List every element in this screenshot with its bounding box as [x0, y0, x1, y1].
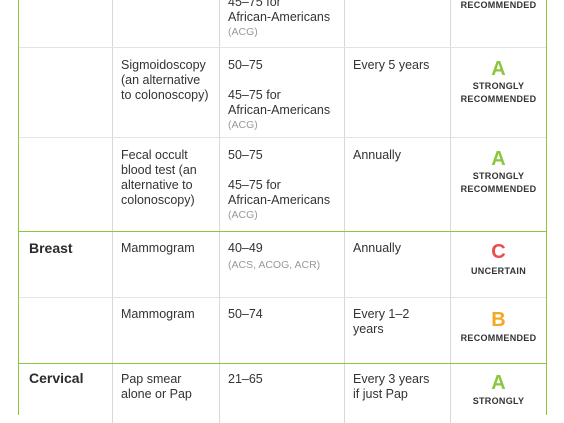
grade-letter: B — [491, 309, 506, 331]
ages-cell: 50–75 45–75 for African-Americans (ACG) — [220, 138, 345, 231]
grade-letter: A — [491, 148, 506, 170]
rating-label: RECOMMENDED — [460, 0, 537, 10]
source-text: (ACG) — [228, 26, 258, 38]
frequency-cell: Annually — [345, 138, 451, 231]
frequency-cell: Annually — [345, 232, 451, 297]
table-row: Cervical Pap smear alone or Pap 21–65 Ev… — [19, 363, 546, 423]
test-name: Mammogram — [113, 232, 220, 297]
rating-cell: C UNCERTAIN — [451, 232, 546, 297]
grade-letter: C — [491, 241, 506, 263]
table-row: Sigmoidoscopy (an alternative to colonos… — [19, 47, 546, 137]
frequency-cell: Every 3 years if just Pap — [345, 364, 451, 423]
ages-cell: 40–49 (ACS, ACOG, ACR) — [220, 232, 345, 297]
test-name: Mammogram — [113, 298, 220, 363]
ages-cell: 21–65 — [220, 364, 345, 423]
table-row: Breast Mammogram 40–49 (ACS, ACOG, ACR) … — [19, 231, 546, 297]
rating-cell: A STRONGLY RECOMMENDED — [451, 48, 546, 137]
rating-cell: A STRONGLY — [451, 364, 546, 423]
frequency-cell: Every 5 years — [345, 48, 451, 137]
test-name: Fecal occult blood test (an alternative … — [113, 138, 220, 231]
frequency-cell: Every 1–2 years — [345, 298, 451, 363]
test-name: Sigmoidoscopy (an alternative to colonos… — [113, 48, 220, 137]
rating-cell: B RECOMMENDED — [451, 298, 546, 363]
test-name: Pap smear alone or Pap — [113, 364, 220, 423]
rating-cell: A STRONGLY RECOMMENDED — [451, 138, 546, 231]
ages-text: 45–75 for — [228, 0, 281, 9]
ages-cell: 50–75 45–75 for African-Americans (ACG) — [220, 48, 345, 137]
screening-table: 45–75 for African-Americans (ACG) RECOMM… — [18, 0, 547, 423]
section-label-cervical: Cervical — [29, 370, 84, 386]
table-row: 45–75 for African-Americans (ACG) RECOMM… — [19, 0, 546, 47]
grade-letter: A — [491, 58, 506, 80]
grade-letter: A — [491, 372, 506, 394]
section-label-breast: Breast — [29, 240, 73, 256]
table-row: Fecal occult blood test (an alternative … — [19, 137, 546, 231]
ages-cell: 50–74 — [220, 298, 345, 363]
ages-text: African-Americans — [228, 10, 331, 24]
table-row: Mammogram 50–74 Every 1–2 years B RECOMM… — [19, 297, 546, 363]
